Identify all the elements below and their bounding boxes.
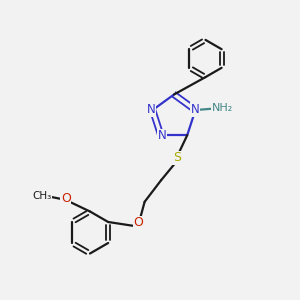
Text: NH₂: NH₂ [212,103,233,113]
Text: O: O [134,216,144,229]
Text: N: N [191,103,200,116]
Text: N: N [158,129,167,142]
Text: N: N [147,103,155,116]
Text: CH₃: CH₃ [32,191,52,201]
Text: S: S [173,151,181,164]
Text: O: O [61,192,70,205]
